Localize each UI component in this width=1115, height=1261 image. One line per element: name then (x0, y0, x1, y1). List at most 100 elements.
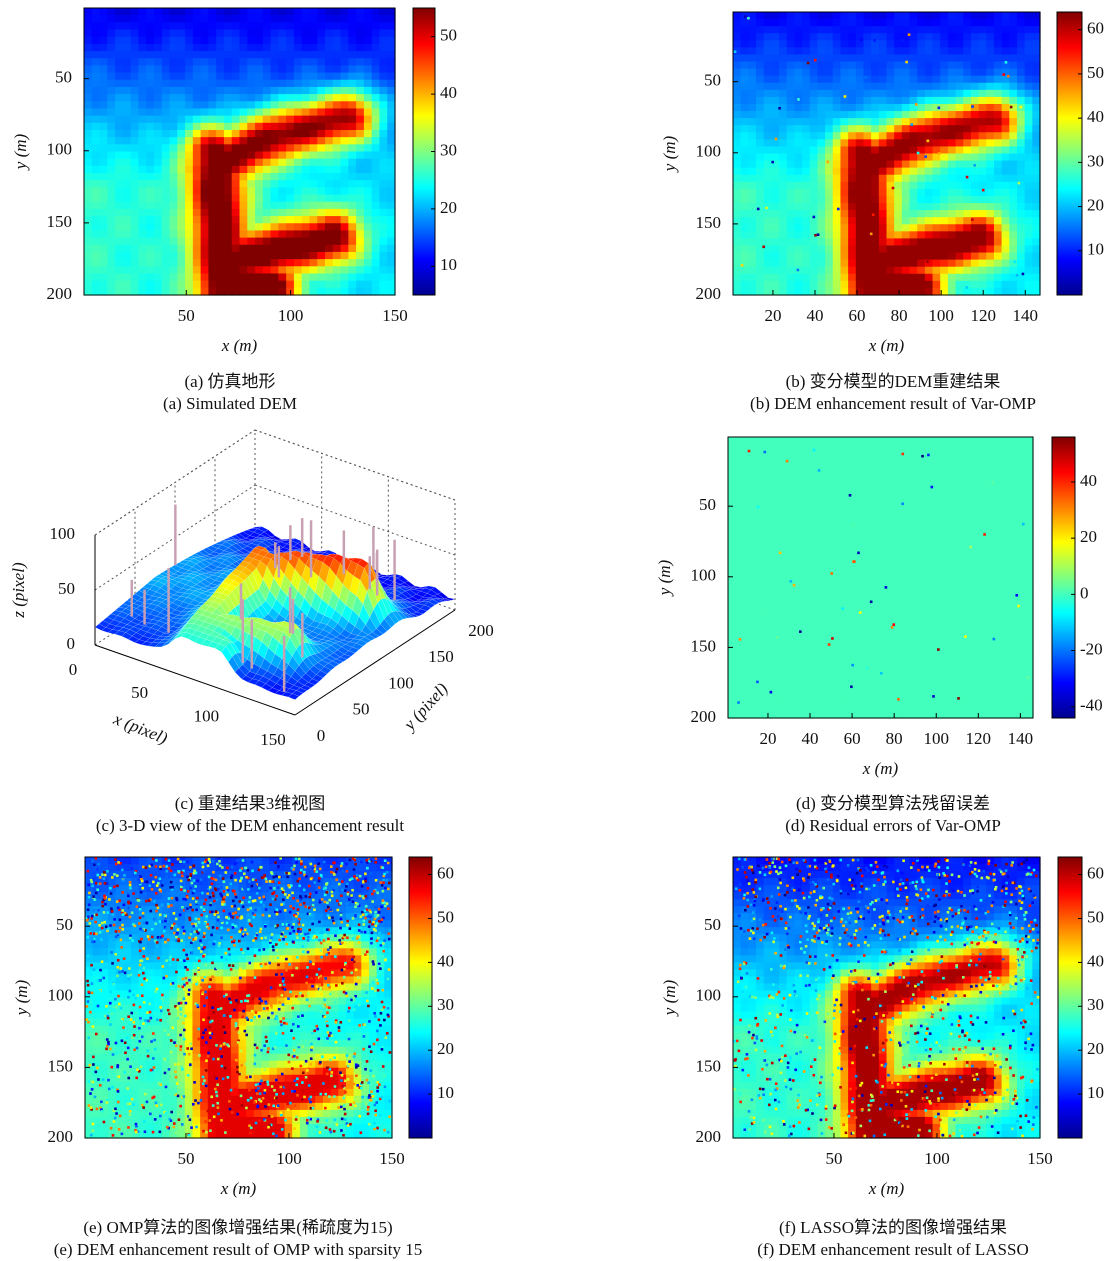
heatmap-cell (1018, 437, 1026, 445)
heatmap-cell (333, 123, 341, 131)
heatmap-cell (942, 451, 950, 459)
colorbar-tick-label: 10 (1087, 240, 1104, 259)
heatmap-cell (364, 22, 372, 30)
heatmap-panel (733, 12, 1041, 296)
heatmap-cell (162, 116, 170, 124)
heatmap-cell (224, 15, 232, 23)
heatmap-cell (201, 37, 209, 45)
heatmap-cell (833, 196, 841, 204)
heatmap-cell (986, 260, 994, 268)
heatmap-cell (154, 101, 162, 109)
heatmap-cell (963, 83, 971, 91)
heatmap-cell (766, 444, 774, 452)
heatmap-cell (131, 108, 139, 116)
heatmap-cell (193, 8, 201, 16)
heatmap-cell (364, 51, 372, 59)
heatmap-cell (247, 51, 255, 59)
heatmap-cell (84, 108, 92, 116)
heatmap-cell (123, 273, 131, 281)
heatmap-cell (879, 274, 887, 282)
heatmap-cell (309, 44, 317, 52)
heatmap-cell (934, 486, 942, 494)
heatmap-cell (216, 37, 224, 45)
heatmap-cell (387, 65, 395, 73)
heatmap-cell (825, 168, 833, 176)
heatmap-cell (286, 101, 294, 109)
heatmap-cell (146, 180, 154, 188)
heatmap-cell (894, 19, 902, 27)
heatmap-cell (193, 130, 201, 138)
heatmap-cell (162, 108, 170, 116)
heatmap-cell (820, 472, 828, 480)
heatmap-cell (387, 180, 395, 188)
heatmap-cell (825, 47, 833, 55)
heatmap-cell (1025, 196, 1033, 204)
heatmap-cell (733, 83, 741, 91)
heatmap-cell (1025, 245, 1033, 253)
heatmap-cell (193, 202, 201, 210)
heatmap-cell (302, 137, 310, 145)
heatmap-cell (356, 37, 364, 45)
heatmap-cell (933, 210, 941, 218)
heatmap-cell (986, 253, 994, 261)
heatmap-cell (781, 444, 789, 452)
heatmap-cell (146, 216, 154, 224)
heatmap-cell (170, 44, 178, 52)
heatmap-cell (372, 288, 380, 296)
heatmap-cell (748, 224, 756, 232)
heatmap-cell (372, 22, 380, 30)
heatmap-cell (994, 238, 1002, 246)
heatmap-cell (764, 40, 772, 48)
heatmap-cell (902, 260, 910, 268)
heatmap-cell (294, 144, 302, 152)
heatmap-cell (856, 238, 864, 246)
heatmap-cell (887, 196, 895, 204)
heatmap-cell (255, 288, 263, 296)
heatmap-cell (185, 65, 193, 73)
heatmap-cell (994, 19, 1002, 27)
heatmap-cell (131, 65, 139, 73)
heatmap-cell (748, 267, 756, 275)
heatmap-cell (240, 288, 248, 296)
heatmap-cell (1025, 161, 1033, 169)
heatmap-cell (887, 203, 895, 211)
heatmap-cell (736, 472, 744, 480)
heatmap-cell (902, 267, 910, 275)
heatmap-cell (794, 175, 802, 183)
heatmap-cell (154, 80, 162, 88)
heatmap-cell (771, 97, 779, 105)
heatmap-cell (131, 152, 139, 160)
heatmap-cell (733, 19, 741, 27)
heatmap-cell (325, 238, 333, 246)
heatmap-cell (317, 187, 325, 195)
heatmap-cell (255, 22, 263, 30)
heatmap-cell (756, 90, 764, 98)
heatmap-cell (840, 12, 848, 20)
heatmap-cell (278, 238, 286, 246)
heatmap-cell (925, 104, 933, 112)
heatmap-cell (887, 139, 895, 147)
heatmap-cell (963, 274, 971, 282)
heatmap-cell (956, 111, 964, 119)
heatmap-cell (92, 22, 100, 30)
heatmap-cell (957, 437, 965, 445)
heatmap-cell (756, 154, 764, 162)
heatmap-cell (926, 479, 934, 487)
heatmap-cell (333, 87, 341, 95)
heatmap-cell (131, 44, 139, 52)
heatmap-cell (255, 180, 263, 188)
heatmap-cell (333, 223, 341, 231)
heatmap-cell (263, 202, 271, 210)
heatmap-cell (309, 245, 317, 253)
x-tick-label: 140 (1013, 306, 1039, 325)
heatmap-cell (263, 30, 271, 38)
heatmap-cell (802, 253, 810, 261)
heatmap-cell (115, 130, 123, 138)
heatmap-cell (840, 224, 848, 232)
heatmap-cell (1009, 62, 1017, 70)
heatmap-cell (794, 90, 802, 98)
heatmap-cell (804, 465, 812, 473)
heatmap-cell (994, 40, 1002, 48)
heatmap-cell (972, 493, 980, 501)
heatmap-cell (756, 33, 764, 41)
